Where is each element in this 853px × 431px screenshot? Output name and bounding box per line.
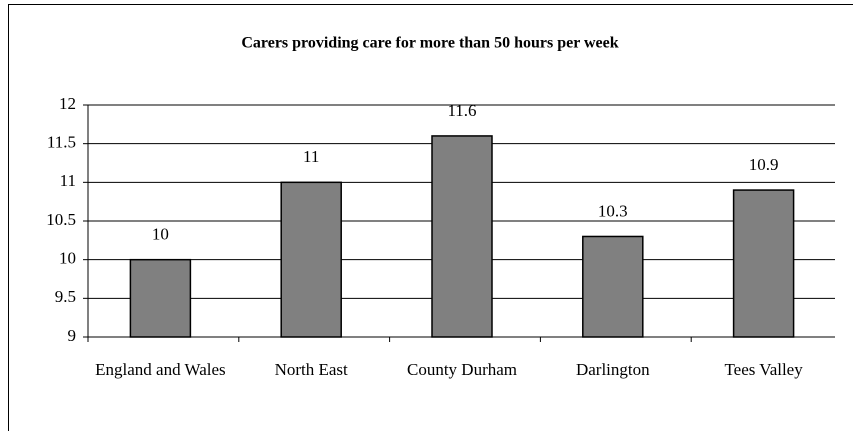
bar bbox=[582, 235, 644, 338]
y-tick-label: 11.5 bbox=[47, 133, 76, 152]
x-tick-label: County Durham bbox=[406, 360, 518, 379]
x-tick-label: North East bbox=[274, 360, 348, 379]
y-tick-label: 10.5 bbox=[46, 210, 76, 229]
data-label: 11.6 bbox=[447, 101, 476, 120]
data-label: 10 bbox=[152, 225, 169, 244]
bar bbox=[431, 135, 493, 338]
data-label: 10.9 bbox=[749, 155, 779, 174]
x-tick-label: Darlington bbox=[575, 360, 650, 379]
y-tick-label: 11 bbox=[60, 171, 76, 190]
y-tick-label: 10 bbox=[59, 249, 76, 268]
y-tick-label: 9.5 bbox=[55, 287, 76, 306]
data-label: 11 bbox=[303, 147, 319, 166]
chart-title: Carers providing care for more than 50 h… bbox=[241, 35, 618, 52]
chart-frame bbox=[8, 4, 853, 431]
x-tick-label: Tees Valley bbox=[724, 360, 803, 379]
bar bbox=[129, 258, 192, 338]
bar bbox=[280, 181, 342, 338]
data-label: 10.3 bbox=[598, 201, 628, 220]
x-tick-label: England and Wales bbox=[95, 360, 226, 379]
bar bbox=[732, 189, 795, 338]
y-tick-label: 12 bbox=[59, 94, 76, 113]
y-tick-label: 9 bbox=[68, 326, 77, 345]
